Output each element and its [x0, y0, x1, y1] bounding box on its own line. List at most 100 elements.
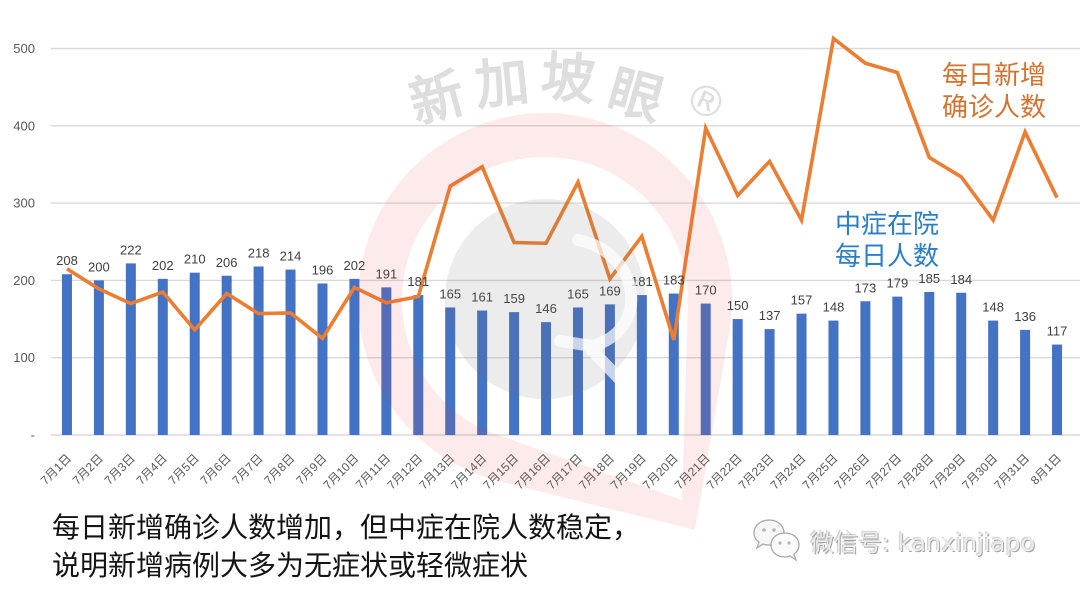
y-tick-label: - — [31, 428, 35, 443]
data-label: 183 — [663, 273, 685, 288]
data-label: 173 — [855, 280, 877, 295]
bar — [93, 280, 104, 435]
y-tick-label: 300 — [13, 196, 35, 211]
data-label: 165 — [567, 286, 589, 301]
bar — [189, 272, 200, 435]
data-label: 150 — [727, 298, 749, 313]
annotation-line: 每日新增 — [942, 61, 1046, 91]
bar — [445, 307, 456, 435]
watermark-brand-char: 加 — [472, 49, 532, 117]
bar — [732, 319, 743, 435]
wechat-watermark: 微信号: kanxinjiapo — [752, 516, 1035, 564]
data-label: 169 — [599, 283, 621, 298]
data-label: 222 — [120, 242, 142, 257]
wechat-icon — [753, 519, 800, 562]
bar-data-labels: 208 200 222 202 210 206 218 214 196 202 191 181 165 1… — [56, 242, 1067, 338]
chart-caption: 每日新增确诊人数增加，但中症在院人数稳定， 说明新增病例大多为无症状或轻微症状 — [52, 509, 640, 585]
x-tick-label: 7月7日 — [229, 451, 265, 487]
data-label: 218 — [248, 245, 270, 260]
x-tick-label: 7月10日 — [320, 451, 361, 492]
data-label: 210 — [184, 252, 206, 267]
watermark-brand-char: 坡 — [538, 45, 597, 112]
data-label: 146 — [535, 301, 557, 316]
data-label: 206 — [216, 255, 238, 270]
watermark-brand-char: 眼 — [601, 58, 670, 133]
data-label: 202 — [344, 258, 366, 273]
x-tick-label: 7月31日 — [991, 451, 1032, 492]
bar — [828, 320, 839, 435]
x-tick-label: 7月2日 — [70, 451, 106, 487]
bar — [796, 313, 807, 435]
registered-mark-icon: ® — [676, 70, 735, 132]
bar — [349, 278, 360, 435]
data-label: 170 — [695, 283, 717, 298]
x-tick-label: 7月6日 — [198, 451, 234, 487]
data-label: 208 — [56, 253, 78, 268]
bar — [956, 292, 967, 435]
bar — [317, 283, 328, 435]
data-label: 148 — [823, 300, 845, 315]
bar — [125, 263, 136, 435]
watermark-logo — [358, 112, 733, 530]
bar — [157, 278, 168, 435]
annotation-line: 每日人数 — [835, 242, 939, 272]
bar — [700, 303, 711, 435]
annotation-new-cases: 每日新增确诊人数 — [942, 61, 1046, 123]
data-label: 179 — [886, 276, 908, 291]
data-label: 165 — [439, 286, 461, 301]
y-tick-label: 500 — [13, 41, 35, 56]
annotation-line: 确诊人数 — [942, 93, 1046, 123]
bar — [668, 293, 679, 435]
bar — [1052, 344, 1063, 435]
data-label: 117 — [1047, 324, 1068, 339]
y-tick-label: 200 — [13, 273, 35, 288]
bar — [860, 301, 871, 435]
caption-line-2: 说明新增病例大多为无症状或轻微症状 — [52, 549, 529, 582]
annotation-line: 中症在院 — [835, 210, 939, 240]
data-label: 214 — [280, 249, 302, 264]
data-label: 157 — [791, 293, 813, 308]
wechat-id-label: 微信号: kanxinjiapo — [810, 528, 1036, 557]
watermark-pin-ring — [358, 112, 733, 530]
data-label: 148 — [982, 300, 1004, 315]
data-label: 136 — [1014, 309, 1036, 324]
bar — [285, 269, 296, 435]
y-tick-label: 100 — [13, 350, 35, 365]
watermark-brand-char: 新 — [403, 61, 471, 136]
bar — [572, 307, 583, 435]
bar — [253, 266, 264, 435]
bar — [764, 329, 775, 435]
gridlines: - 100 200 300 400 500 — [13, 41, 1080, 443]
data-label: 202 — [152, 258, 174, 273]
line-series-new-cases — [66, 35, 1059, 342]
caption-line-1: 每日新增确诊人数增加，但中症在院人数稳定， — [52, 511, 641, 544]
x-tick-label: 7月3日 — [102, 451, 138, 487]
data-label: 191 — [375, 266, 397, 281]
bar — [988, 320, 999, 435]
bar — [892, 296, 903, 435]
data-label: 200 — [88, 259, 110, 274]
bar — [636, 295, 647, 435]
watermark-brand-text: 新加坡眼 ® — [403, 45, 735, 136]
x-tick-label: 7月4日 — [134, 451, 170, 487]
data-label: 159 — [503, 291, 525, 306]
bar — [477, 310, 488, 435]
bar-series-hospitalised — [61, 263, 1063, 435]
bar — [541, 322, 552, 435]
data-label: 181 — [407, 274, 429, 289]
data-label: 184 — [950, 272, 972, 287]
data-label: 181 — [631, 274, 653, 289]
x-tick-label: 7月8日 — [261, 451, 297, 487]
bar — [221, 275, 232, 435]
bar — [1020, 329, 1031, 435]
bar — [413, 295, 424, 435]
data-label: 196 — [312, 262, 334, 277]
bar — [924, 291, 935, 435]
x-tick-label: 7月1日 — [38, 451, 74, 487]
bar — [61, 274, 72, 435]
y-tick-label: 400 — [13, 118, 35, 133]
bar — [509, 312, 520, 435]
x-tick-label: 7月5日 — [166, 451, 202, 487]
